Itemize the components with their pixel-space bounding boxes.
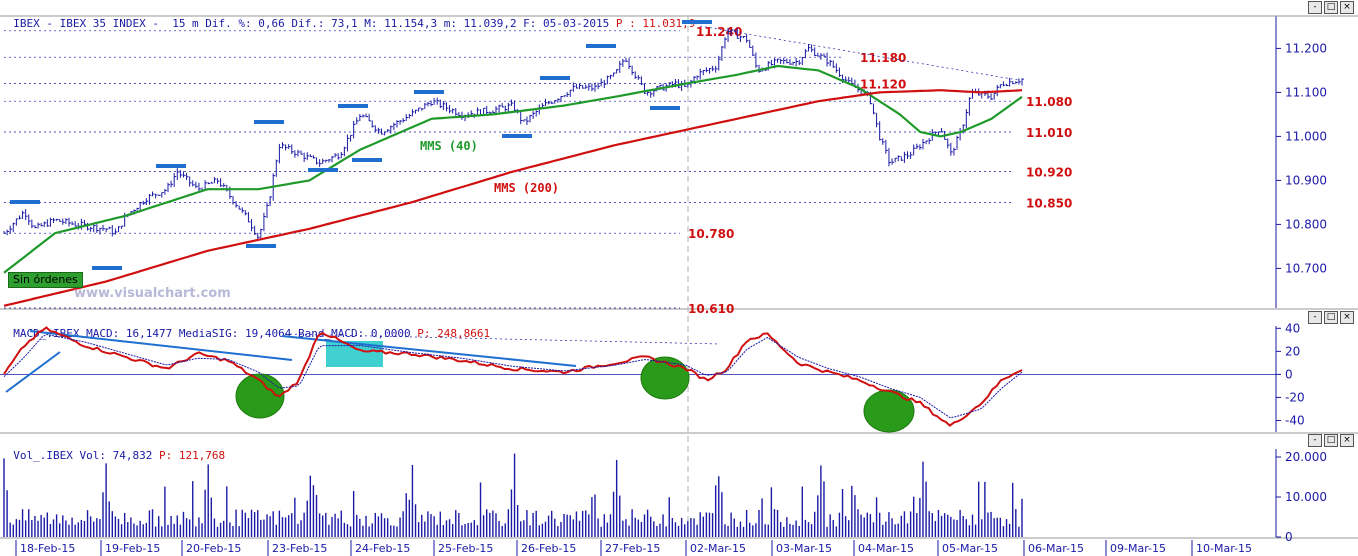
maximize-icon[interactable]: □: [1324, 311, 1338, 324]
date-label: 10-Mar-15: [1196, 542, 1252, 555]
volume-panel[interactable]: 20.000 10.000 0: [3, 450, 1327, 544]
mms40-line: [3, 64, 1023, 274]
macd-window-buttons: - □ ×: [1308, 311, 1354, 325]
date-label: 05-Mar-15: [942, 542, 998, 555]
maximize-icon[interactable]: □: [1324, 1, 1338, 14]
date-label: 04-Mar-15: [858, 542, 914, 555]
volume-window-buttons: - □ ×: [1308, 434, 1354, 448]
date-label: 23-Feb-15: [272, 542, 327, 555]
trend-line: [699, 25, 1019, 81]
price-tick-label: 10.900: [1285, 173, 1327, 187]
macd-trendline: [5, 351, 61, 393]
price-header-text: IBEX - IBEX 35 INDEX - 15 m Dif. %: 0,66…: [13, 17, 610, 30]
close-icon[interactable]: ×: [1340, 434, 1354, 447]
date-label: 26-Feb-15: [521, 542, 576, 555]
highlight-circle: [640, 356, 690, 400]
price-tick-label: 11.000: [1285, 129, 1327, 143]
price-panel-header: IBEX - IBEX 35 INDEX - 15 m Dif. %: 0,66…: [0, 0, 695, 30]
level-label: 11.120: [860, 78, 906, 92]
panel-frames: [0, 15, 1358, 539]
date-label: 25-Feb-15: [438, 542, 493, 555]
minimize-icon[interactable]: -: [1308, 311, 1322, 324]
volume-header-p: P: 121,768: [158, 449, 226, 462]
volume-tick-label: 20.000: [1285, 450, 1327, 464]
annotation-label: MMS (200): [494, 181, 559, 195]
date-label: 09-Mar-15: [1110, 542, 1166, 555]
macd-panel[interactable]: 40 20 0 -20 -40: [0, 321, 1305, 433]
minimize-icon[interactable]: -: [1308, 1, 1322, 14]
signal-line: [3, 333, 1023, 419]
close-icon[interactable]: ×: [1340, 311, 1354, 324]
date-label: 19-Feb-15: [105, 542, 160, 555]
annotation-label: MMS (40): [420, 139, 478, 153]
highlight-circle: [235, 373, 285, 419]
price-tick-label: 11.100: [1285, 85, 1327, 99]
date-label: 20-Feb-15: [186, 542, 241, 555]
level-label: 10.780: [688, 227, 734, 241]
mms200-line: [3, 89, 1023, 307]
macd-header-text: MACD_.IBEX MACD: 16,1477 MediaSIG: 19,40…: [13, 327, 411, 340]
macd-line: [3, 326, 1023, 427]
level-label: 11.010: [1026, 126, 1072, 140]
highlight-circle: [863, 389, 915, 433]
close-icon[interactable]: ×: [1340, 1, 1354, 14]
macd-tick-label: -20: [1285, 390, 1305, 404]
level-label: 10.610: [688, 302, 734, 316]
level-label: 11.180: [860, 51, 906, 65]
volume-panel-header: Vol_.IBEX Vol: 74,832 P: 121,768: [0, 432, 225, 462]
maximize-icon[interactable]: □: [1324, 434, 1338, 447]
macd-trendline: [29, 330, 293, 361]
date-label: 24-Feb-15: [355, 542, 410, 555]
level-label: 10.920: [1026, 166, 1072, 180]
volume-tick-label: 0: [1285, 530, 1293, 544]
volume-header-text: Vol_.IBEX Vol: 74,832: [13, 449, 153, 462]
macd-tick-label: 40: [1285, 321, 1300, 335]
level-label: 10.850: [1026, 196, 1072, 210]
date-label: 06-Mar-15: [1028, 542, 1084, 555]
minimize-icon[interactable]: -: [1308, 434, 1322, 447]
watermark: www.visualchart.com: [74, 286, 231, 301]
date-label: 02-Mar-15: [690, 542, 746, 555]
macd-tick-label: 20: [1285, 344, 1300, 358]
date-label: 03-Mar-15: [776, 542, 832, 555]
date-label: 18-Feb-15: [20, 542, 75, 555]
macd-header-p: P: 248,8661: [417, 327, 491, 340]
price-window-buttons: - □ ×: [1308, 1, 1354, 15]
date-axis: 18-Feb-15 19-Feb-15 20-Feb-15 23-Feb-15 24-F…: [15, 540, 1252, 556]
price-panel[interactable]: 11.240 11.180 11.120 11.080 11.010 10.920 10.8…: [3, 20, 1327, 316]
volume-tick-label: 10.000: [1285, 490, 1327, 504]
macd-tick-label: 0: [1285, 367, 1293, 381]
level-label: 11.080: [1026, 95, 1072, 109]
macd-panel-header: MACD_.IBEX MACD: 16,1477 MediaSIG: 19,40…: [0, 310, 490, 340]
level-label: 11.240: [696, 25, 742, 39]
price-tick-label: 10.700: [1285, 261, 1327, 275]
price-tick-label: 10.800: [1285, 217, 1327, 231]
macd-trendline: [281, 335, 577, 367]
price-tick-label: 11.200: [1285, 41, 1327, 55]
macd-tick-label: -40: [1285, 413, 1305, 427]
no-orders-badge[interactable]: Sin órdenes: [8, 272, 83, 288]
date-label: 27-Feb-15: [605, 542, 660, 555]
